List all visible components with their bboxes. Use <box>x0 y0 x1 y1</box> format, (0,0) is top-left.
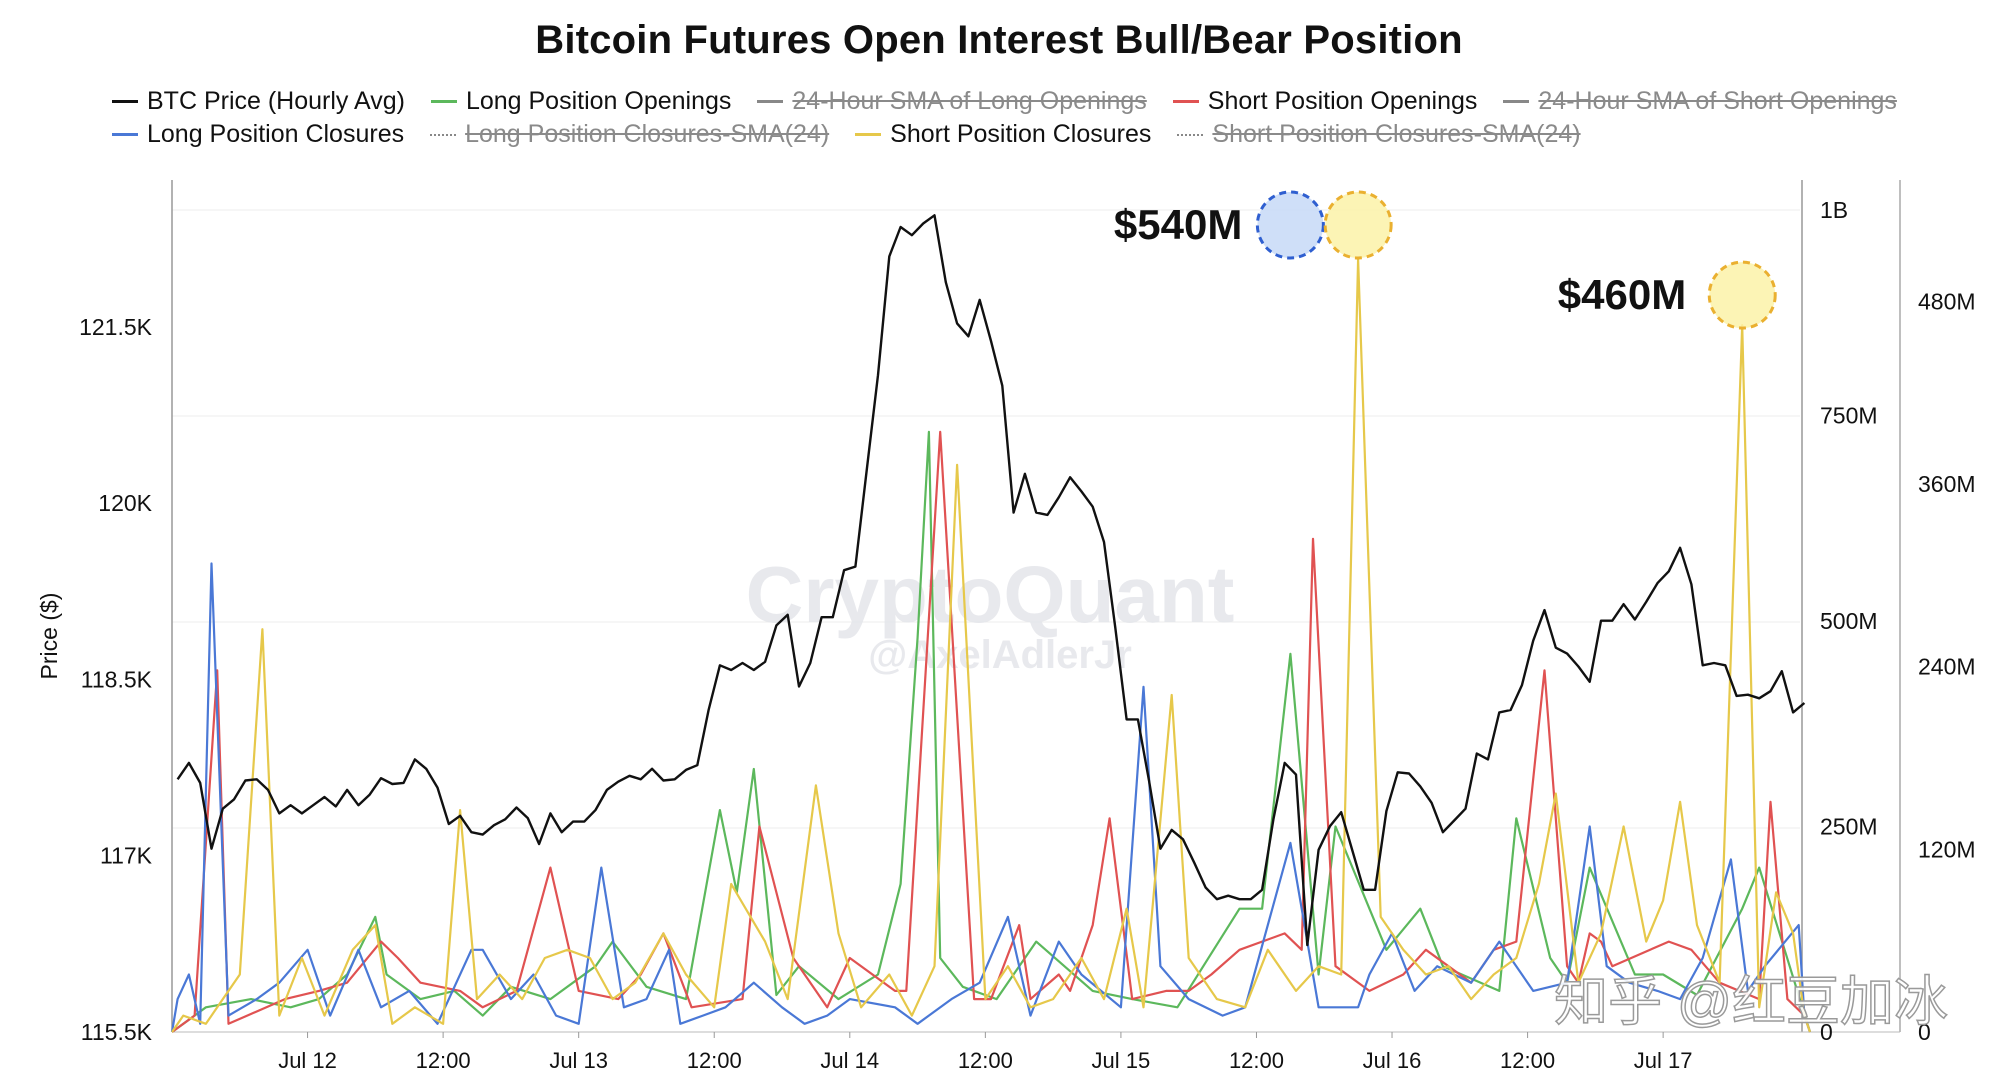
legend-swatch <box>1177 133 1204 136</box>
y-left-tick-label: 120K <box>98 490 152 516</box>
legend-label: Short Position Closures-SMA(24) <box>1212 120 1581 148</box>
y-right-tick-label: 360M <box>1918 471 1976 497</box>
chart-title: Bitcoin Futures Open Interest Bull/Bear … <box>535 18 1463 62</box>
x-tick-label: 12:00 <box>416 1048 471 1073</box>
annotation-circle-blue <box>1255 190 1325 260</box>
legend-item-long-openings-sma[interactable]: 24-Hour SMA of Long Openings <box>757 87 1147 116</box>
legend-label: Long Position Closures-SMA(24) <box>465 120 830 148</box>
axes: 115.5K 117K 118.5K 120K 121.5K Price ($) 0 250M… <box>36 180 1976 1073</box>
legend-swatch <box>430 133 457 136</box>
legend-row-2: Long Position Closures Long Position Clo… <box>112 120 1581 149</box>
series-line-short-position-closures <box>171 258 1812 1033</box>
x-tick-label: Jul 17 <box>1634 1048 1693 1073</box>
legend-swatch <box>112 100 138 103</box>
legend-item-short-openings-sma[interactable]: 24-Hour SMA of Short Openings <box>1503 87 1897 116</box>
y-mid-tick-label: 250M <box>1820 814 1878 840</box>
x-tick-label: 12:00 <box>1229 1048 1284 1073</box>
series-lines <box>170 214 1812 1033</box>
legend-swatch <box>855 133 882 136</box>
annotation-label: $540M <box>1114 201 1242 248</box>
legend-item-long-closures[interactable]: Long Position Closures <box>112 120 404 149</box>
y-left-tick-label: 118.5K <box>81 666 153 692</box>
series-line-btc-price <box>176 214 1806 947</box>
legend-label: 24-Hour SMA of Long Openings <box>792 87 1147 115</box>
x-tick-label: Jul 13 <box>549 1048 608 1073</box>
watermark-author: @AxelAdlerJr <box>868 633 1132 677</box>
legend-label: 24-Hour SMA of Short Openings <box>1538 87 1897 115</box>
x-tick-label: 12:00 <box>1500 1048 1555 1073</box>
legend-label: Short Position Openings <box>1207 87 1478 115</box>
series-line-long-position-closures <box>170 562 1812 1033</box>
y-left-tick-label: 115.5K <box>81 1019 153 1045</box>
watermark: CryptoQuant@AxelAdlerJr <box>746 550 1235 677</box>
x-tick-label: Jul 16 <box>1363 1048 1422 1073</box>
legend-swatch <box>1172 100 1199 103</box>
x-tick-label: 12:00 <box>687 1048 742 1073</box>
attribution-watermark: 知乎 @红豆加冰 <box>1554 972 1948 1032</box>
legend-item-long-closures-sma[interactable]: Long Position Closures-SMA(24) <box>430 120 829 149</box>
series-line-short-position-openings <box>171 430 1812 1033</box>
legend-item-short-openings[interactable]: Short Position Openings <box>1172 87 1478 116</box>
legend-item-long-openings[interactable]: Long Position Openings <box>430 87 732 116</box>
annotation-circle-yellow <box>1707 260 1777 330</box>
y-mid-tick-label: 0 <box>1820 1019 1833 1045</box>
x-tick-label: Jul 14 <box>820 1048 879 1073</box>
y-mid-tick-label: 1B <box>1820 197 1848 223</box>
x-tick-label: 12:00 <box>958 1048 1013 1073</box>
series-line-long-position-openings <box>171 430 1812 1033</box>
legend-row-1: BTC Price (Hourly Avg) Long Position Ope… <box>112 87 1897 116</box>
legend-item-short-closures[interactable]: Short Position Closures <box>855 120 1151 149</box>
legend-swatch <box>757 100 784 103</box>
legend-label: Long Position Closures <box>147 120 405 148</box>
y-left-tick-label: 117K <box>100 843 153 869</box>
legend-swatch <box>112 133 138 136</box>
y-mid-tick-label: 500M <box>1820 608 1878 634</box>
y-right-tick-label: 120M <box>1918 836 1976 862</box>
y-axis-title: Price ($) <box>36 593 62 680</box>
annotation-circle-yellow <box>1323 190 1393 260</box>
y-mid-tick-label: 750M <box>1820 403 1878 429</box>
annotation-label: $460M <box>1558 271 1686 318</box>
x-tick-label: Jul 15 <box>1092 1048 1151 1073</box>
legend-label: Short Position Closures <box>890 120 1152 148</box>
legend-swatch <box>430 100 457 103</box>
legend-item-btc-price[interactable]: BTC Price (Hourly Avg) <box>112 87 405 116</box>
annotations: $540M $460M 知乎 @红豆加冰 <box>1114 190 1949 1033</box>
legend-label: BTC Price (Hourly Avg) <box>147 87 405 115</box>
y-left-tick-label: 121.5K <box>79 314 153 340</box>
watermark-brand: CryptoQuant <box>746 550 1235 639</box>
legend-swatch <box>1503 100 1530 103</box>
legend-item-short-closures-sma[interactable]: Short Position Closures-SMA(24) <box>1177 120 1581 149</box>
x-tick-label: Jul 12 <box>278 1048 337 1073</box>
gridlines <box>172 209 1800 829</box>
y-right-tick-label: 480M <box>1918 288 1976 314</box>
legend-label: Long Position Openings <box>465 87 732 115</box>
y-right-tick-label: 0 <box>1918 1019 1931 1045</box>
y-right-tick-label: 240M <box>1918 654 1976 680</box>
